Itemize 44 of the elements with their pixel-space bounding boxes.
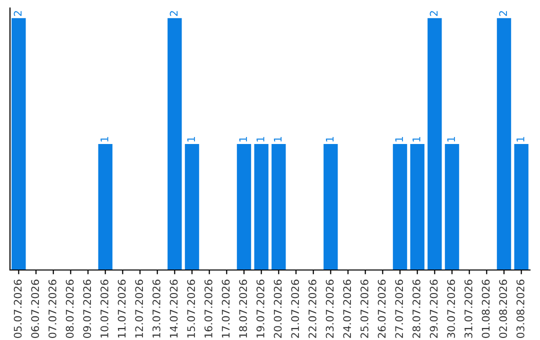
- data-label: 1: [187, 136, 195, 142]
- x-tick-label: 14.07.2026: [170, 280, 178, 338]
- x-tick-label: 17.07.2026: [222, 280, 230, 338]
- data-label: 2: [170, 11, 178, 16]
- x-tick-label: 07.07.2026: [48, 280, 56, 338]
- x-tick-label: 26.07.2026: [378, 280, 386, 338]
- data-label: 1: [239, 136, 247, 142]
- data-label: 2: [14, 11, 22, 16]
- data-label: 1: [274, 136, 282, 142]
- x-tick-label: 23.07.2026: [326, 280, 334, 338]
- x-tick-label: 12.07.2026: [135, 280, 144, 338]
- x-tick-label: 20.07.2026: [274, 280, 282, 338]
- data-label: 1: [100, 136, 108, 142]
- x-tick-label: 05.07.2026: [14, 280, 22, 338]
- x-tick-label: 16.07.2026: [204, 280, 212, 338]
- x-tick-label: 13.07.2026: [152, 280, 160, 338]
- x-tick-label: 01.08.2026: [482, 280, 490, 338]
- data-label: 1: [516, 136, 524, 142]
- data-label: 1: [256, 136, 264, 142]
- x-tick-label: 11.07.2026: [118, 280, 126, 338]
- x-tick-label: 08.07.2026: [66, 280, 74, 338]
- data-label: 1: [412, 136, 420, 142]
- x-tick-label: 21.07.2026: [291, 280, 300, 338]
- data-label: 1: [447, 136, 455, 142]
- x-tick-label: 18.07.2026: [239, 280, 248, 338]
- x-tick-label: 06.07.2026: [31, 280, 40, 338]
- x-tick-label: 29.07.2026: [430, 280, 438, 338]
- x-tick-label: 25.07.2026: [360, 280, 368, 338]
- data-label: 1: [395, 136, 403, 142]
- x-tick-label: 22.07.2026: [308, 280, 316, 338]
- x-tick-label: 10.07.2026: [100, 280, 108, 338]
- x-tick-label: 28.07.2026: [412, 280, 420, 338]
- x-tick-label: 30.07.2026: [447, 280, 456, 338]
- data-label: 2: [430, 11, 438, 16]
- data-label: 2: [499, 11, 507, 16]
- x-tick-label: 31.07.2026: [464, 280, 472, 338]
- x-tick-label: 02.08.2026: [499, 280, 508, 338]
- x-tick-label: 24.07.2026: [343, 280, 352, 338]
- x-tick-label: 15.07.2026: [187, 280, 196, 338]
- x-tick-label: 03.08.2026: [516, 280, 524, 338]
- x-tick-label: 19.07.2026: [256, 280, 264, 338]
- data-label: 1: [326, 136, 334, 142]
- x-tick-label: 09.07.2026: [83, 280, 92, 338]
- x-tick-label: 27.07.2026: [395, 280, 404, 338]
